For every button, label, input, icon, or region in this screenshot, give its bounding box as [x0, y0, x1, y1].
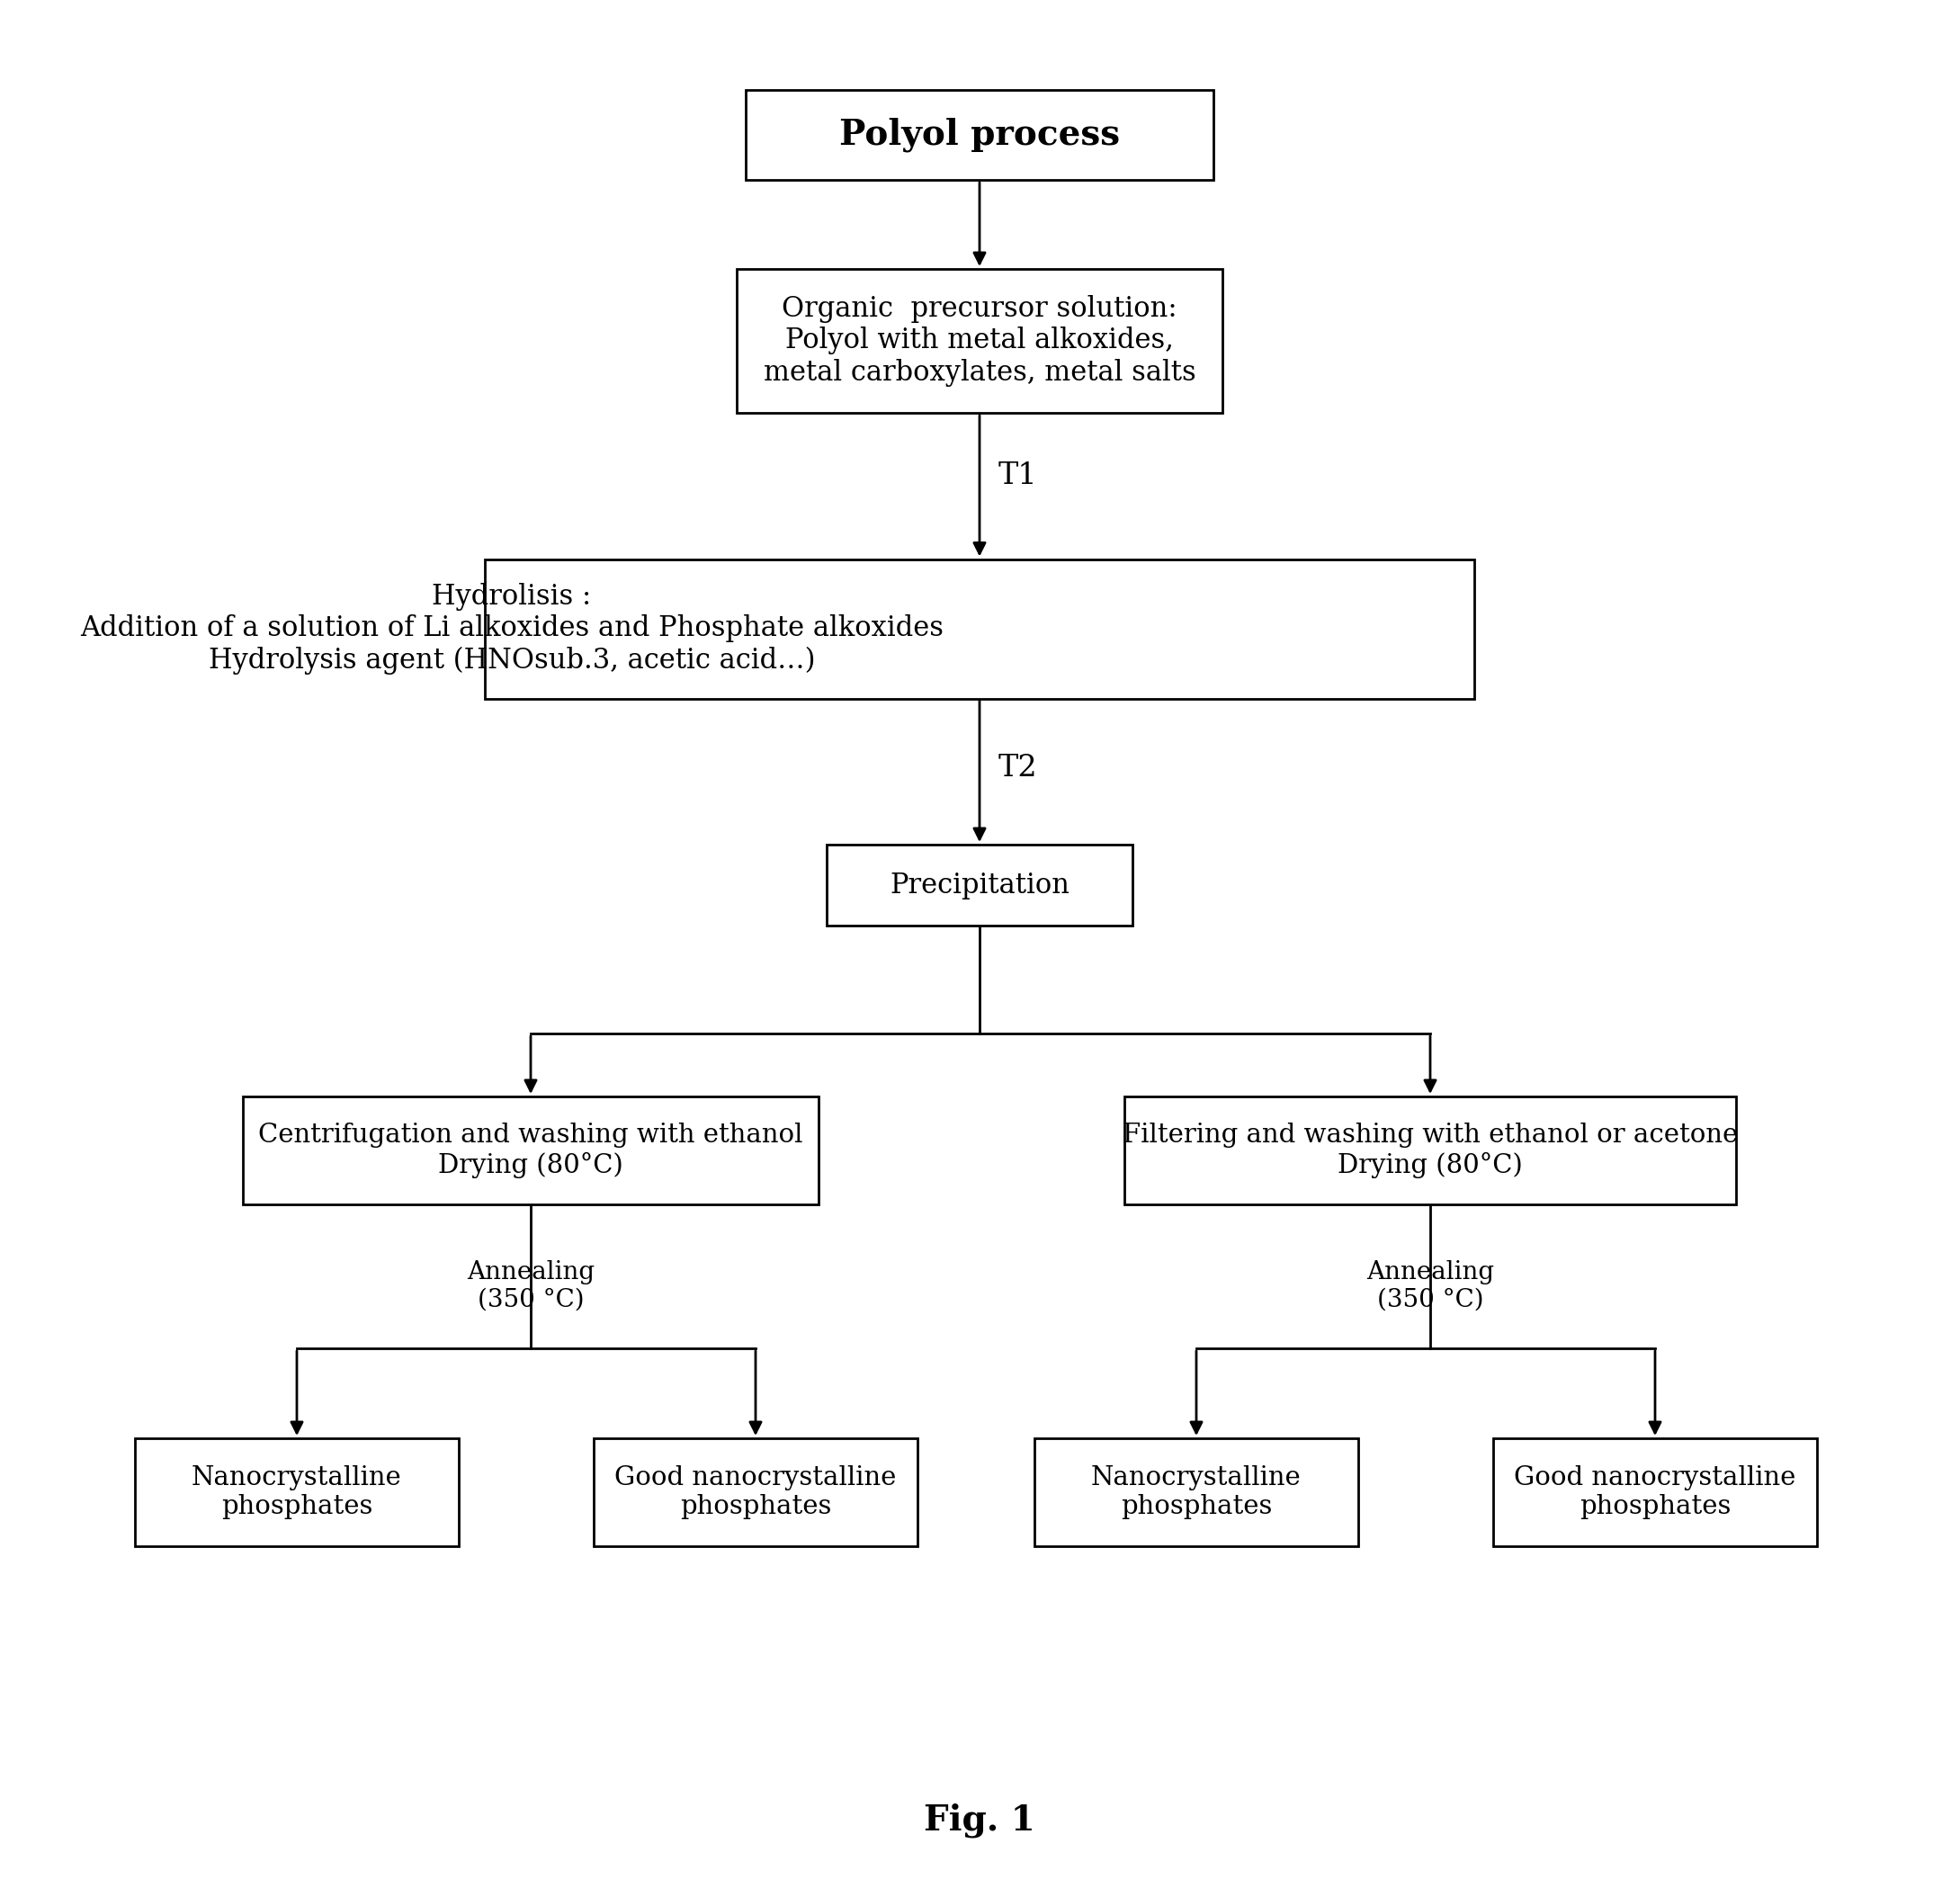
Text: Good nanocrystalline
phosphates: Good nanocrystalline phosphates	[615, 1465, 896, 1520]
Text: Precipitation: Precipitation	[890, 870, 1070, 899]
FancyBboxPatch shape	[1494, 1439, 1817, 1546]
Text: Annealing
(350 °C): Annealing (350 °C)	[1366, 1259, 1494, 1312]
Text: Polyol process: Polyol process	[839, 117, 1119, 153]
FancyBboxPatch shape	[243, 1097, 819, 1205]
FancyBboxPatch shape	[135, 1439, 459, 1546]
FancyBboxPatch shape	[1125, 1097, 1737, 1205]
FancyBboxPatch shape	[827, 844, 1133, 925]
Text: Nanocrystalline
phosphates: Nanocrystalline phosphates	[1092, 1465, 1301, 1520]
Text: Hydrolisis :
Addition of a solution of Li alkoxides and Phosphate alkoxides
Hydr: Hydrolisis : Addition of a solution of L…	[80, 583, 943, 676]
Text: T2: T2	[998, 753, 1037, 782]
FancyBboxPatch shape	[737, 268, 1223, 413]
FancyBboxPatch shape	[484, 559, 1474, 699]
Text: Annealing
(350 °C): Annealing (350 °C)	[466, 1259, 594, 1312]
Text: Organic  precursor solution:
Polyol with metal alkoxides,
metal carboxylates, me: Organic precursor solution: Polyol with …	[762, 295, 1196, 387]
Text: Good nanocrystalline
phosphates: Good nanocrystalline phosphates	[1515, 1465, 1795, 1520]
Text: Fig. 1: Fig. 1	[923, 1803, 1035, 1837]
Text: Filtering and washing with ethanol or acetone
Drying (80°C): Filtering and washing with ethanol or ac…	[1123, 1123, 1739, 1178]
FancyBboxPatch shape	[745, 91, 1213, 179]
Text: T1: T1	[998, 461, 1037, 491]
FancyBboxPatch shape	[594, 1439, 917, 1546]
Text: Nanocrystalline
phosphates: Nanocrystalline phosphates	[192, 1465, 402, 1520]
Text: Centrifugation and washing with ethanol
Drying (80°C): Centrifugation and washing with ethanol …	[259, 1123, 804, 1178]
FancyBboxPatch shape	[1035, 1439, 1358, 1546]
